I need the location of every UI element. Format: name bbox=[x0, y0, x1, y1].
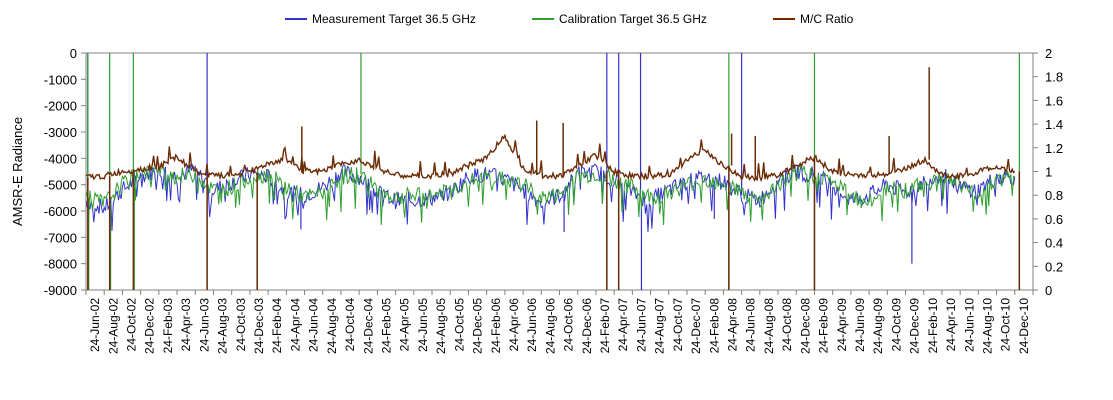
y-tick-label: -7000 bbox=[44, 230, 77, 245]
series-mc-ratio bbox=[85, 67, 1021, 290]
x-tick-label: 24-Aug-05 bbox=[434, 298, 448, 354]
y2-tick-label: 0.8 bbox=[1045, 188, 1063, 203]
x-tick-label: 24-Dec-08 bbox=[798, 298, 812, 354]
x-tick-label: 24-Jun-02 bbox=[88, 298, 102, 352]
y2-tick-label: 1.2 bbox=[1045, 141, 1063, 156]
x-tick-label: 24-Aug-08 bbox=[762, 298, 776, 354]
y-axis-title: AMSR-E Radiance bbox=[10, 117, 25, 226]
y2-tick-label: 1 bbox=[1045, 165, 1052, 180]
x-tick-label: 24-Aug-02 bbox=[106, 298, 120, 354]
y-tick-label: -2000 bbox=[44, 99, 77, 114]
y2-tick-label: 0.2 bbox=[1045, 259, 1063, 274]
x-tick-label: 24-Feb-08 bbox=[707, 298, 721, 354]
x-tick-label: 24-Dec-09 bbox=[908, 298, 922, 354]
x-tick-label: 24-Apr-09 bbox=[835, 298, 849, 352]
x-tick-label: 24-Jun-06 bbox=[525, 298, 539, 352]
legend-label: Calibration Target 36.5 GHz bbox=[559, 12, 707, 26]
x-tick-label: 24-Jun-10 bbox=[962, 298, 976, 352]
x-tick-label: 24-Dec-03 bbox=[252, 298, 266, 354]
x-tick-label: 24-Oct-02 bbox=[125, 298, 139, 352]
y2-tick-label: 1.8 bbox=[1045, 70, 1063, 85]
x-tick-label: 24-Feb-09 bbox=[817, 298, 831, 354]
x-tick-label: 24-Oct-07 bbox=[671, 298, 685, 352]
x-tick-label: 24-Oct-05 bbox=[452, 298, 466, 352]
legend-label: M/C Ratio bbox=[800, 12, 854, 26]
y2-tick-label: 0 bbox=[1045, 283, 1052, 298]
y-axis-right: 2 1.8 1.6 1.4 1.2 1 0.8 0.6 0.4 0.2 0 bbox=[1033, 46, 1063, 298]
x-tick-label: 24-Dec-06 bbox=[580, 298, 594, 354]
y-tick-label: -1000 bbox=[44, 72, 77, 87]
y2-tick-label: 2 bbox=[1045, 46, 1052, 61]
x-tick-label: 24-Feb-10 bbox=[926, 298, 940, 354]
series-calibration bbox=[85, 53, 1020, 290]
x-tick-label: 24-Oct-06 bbox=[562, 298, 576, 352]
x-tick-label: 24-Feb-03 bbox=[161, 298, 175, 354]
x-tick-label: 24-Jun-05 bbox=[416, 298, 430, 352]
x-tick-label: 24-Jun-08 bbox=[744, 298, 758, 352]
x-tick-label: 24-Apr-06 bbox=[507, 298, 521, 352]
x-tick-label: 24-Oct-08 bbox=[780, 298, 794, 352]
x-tick-label: 24-Jun-07 bbox=[634, 298, 648, 352]
y2-tick-label: 1.4 bbox=[1045, 117, 1063, 132]
x-tick-label: 24-Oct-10 bbox=[999, 298, 1013, 352]
y-tick-label: -5000 bbox=[44, 178, 77, 193]
y-tick-label: -4000 bbox=[44, 151, 77, 166]
x-tick-label: 24-Jun-04 bbox=[307, 298, 321, 352]
legend: Measurement Target 36.5 GHz Calibration T… bbox=[285, 12, 854, 26]
y2-tick-label: 0.6 bbox=[1045, 212, 1063, 227]
x-tick-label: 24-Aug-10 bbox=[980, 298, 994, 354]
x-tick-label: 24-Jun-03 bbox=[197, 298, 211, 352]
y-tick-label: 0 bbox=[70, 46, 77, 61]
x-tick-label: 24-Oct-03 bbox=[234, 298, 248, 352]
x-tick-label: 24-Oct-04 bbox=[343, 298, 357, 352]
y-tick-label: -6000 bbox=[44, 204, 77, 219]
x-tick-label: 24-Dec-02 bbox=[143, 298, 157, 354]
x-tick-label: 24-Aug-09 bbox=[871, 298, 885, 354]
x-tick-label: 24-Feb-06 bbox=[489, 298, 503, 354]
series-line bbox=[85, 164, 1015, 226]
x-tick-label: 24-Dec-04 bbox=[361, 298, 375, 354]
series-line bbox=[85, 163, 1016, 233]
x-tick-label: 24-Feb-04 bbox=[270, 298, 284, 354]
x-tick-label: 24-Aug-07 bbox=[653, 298, 667, 354]
x-tick-label: 24-Feb-07 bbox=[598, 298, 612, 354]
x-tick-label: 24-Dec-07 bbox=[689, 298, 703, 354]
y2-tick-label: 1.6 bbox=[1045, 93, 1063, 108]
x-tick-label: 24-Aug-06 bbox=[543, 298, 557, 354]
x-tick-label: 24-Dec-10 bbox=[1017, 298, 1031, 354]
y-tick-label: -3000 bbox=[44, 125, 77, 140]
y-axis-left: 0 -1000 -2000 -3000 -4000 -5000 -6000 -7000 -800… bbox=[44, 46, 86, 298]
series-layer bbox=[85, 53, 1021, 290]
x-axis: 24-Jun-02 24-Aug-02 24-Oct-02 24-Dec-02 24-F… bbox=[85, 290, 1034, 354]
x-tick-label: 24-Feb-05 bbox=[379, 298, 393, 354]
x-tick-label: 24-Aug-03 bbox=[216, 298, 230, 354]
y2-tick-label: 0.4 bbox=[1045, 236, 1063, 251]
series-measurement bbox=[85, 53, 1016, 290]
y-tick-label: -8000 bbox=[44, 257, 77, 272]
x-tick-label: 24-Jun-09 bbox=[853, 298, 867, 352]
x-tick-label: 24-Apr-04 bbox=[288, 298, 302, 352]
x-tick-label: 24-Apr-03 bbox=[179, 298, 193, 352]
x-tick-label: 24-Dec-05 bbox=[471, 298, 485, 354]
x-tick-label: 24-Apr-10 bbox=[944, 298, 958, 352]
series-line bbox=[85, 133, 1016, 183]
x-tick-label: 24-Apr-05 bbox=[398, 298, 412, 352]
x-tick-label: 24-Aug-04 bbox=[325, 298, 339, 354]
x-tick-label: 24-Oct-09 bbox=[889, 298, 903, 352]
x-tick-label: 24-Apr-07 bbox=[616, 298, 630, 352]
y-tick-label: -9000 bbox=[44, 283, 77, 298]
x-tick-label: 24-Apr-08 bbox=[726, 298, 740, 352]
legend-label: Measurement Target 36.5 GHz bbox=[312, 12, 476, 26]
